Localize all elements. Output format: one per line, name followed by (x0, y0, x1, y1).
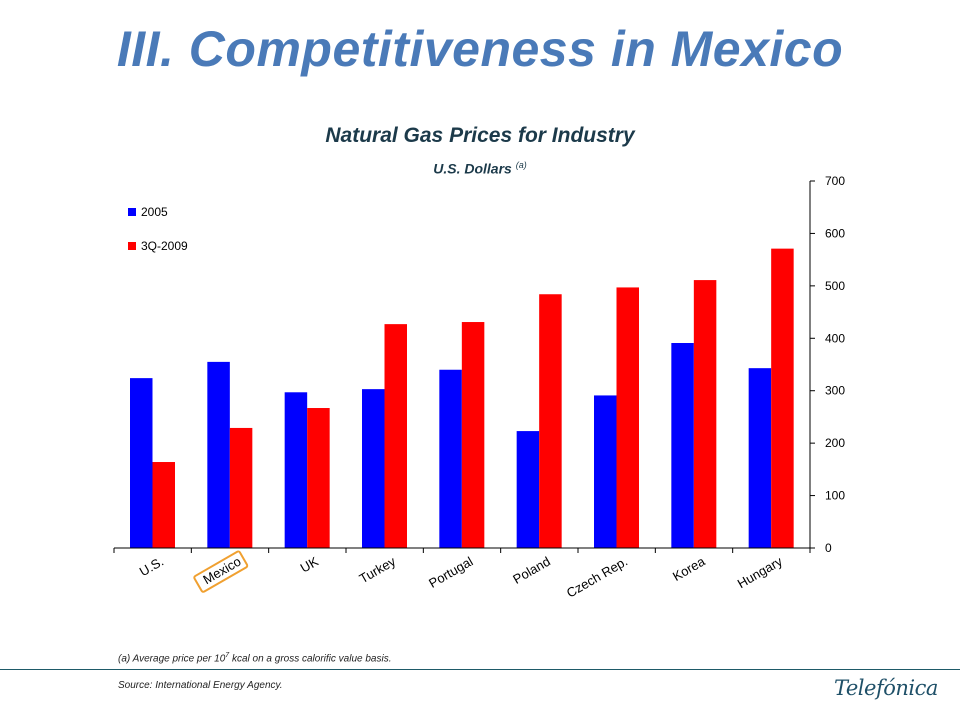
bar-3q-2009-czech-rep- (616, 287, 639, 548)
y-tick-label: 200 (825, 436, 845, 450)
chart-subtitle: U.S. Dollars (a) (0, 160, 960, 177)
x-tick-label-u-s-: U.S. (137, 554, 166, 580)
bar-2005-hungary (748, 368, 772, 548)
chart-subtitle-note: (a) (515, 160, 527, 170)
bar-3q-2009-turkey (384, 324, 407, 548)
y-tick-label: 400 (825, 331, 845, 345)
legend-label-3q-2009: 3Q-2009 (141, 239, 188, 253)
x-tick-label-korea: Korea (670, 553, 708, 584)
x-tick-label-turkey: Turkey (357, 553, 399, 586)
x-tick-label-czech-rep-: Czech Rep. (564, 554, 630, 601)
bar-2005-korea (671, 343, 694, 548)
legend-swatch-3q-2009 (128, 242, 136, 250)
y-tick-label: 500 (825, 279, 845, 293)
footnote-suffix: kcal on a gross calorific value basis. (229, 653, 392, 665)
footnote-prefix: (a) Average price per 10 (118, 653, 226, 665)
x-tick-label-hungary: Hungary (735, 553, 785, 591)
y-tick-label: 700 (825, 174, 845, 188)
y-tick-label: 100 (825, 489, 845, 503)
bar-2005-uk (284, 392, 308, 548)
bar-2005-mexico (207, 361, 230, 548)
bar-2005-u-s- (130, 378, 153, 548)
bar-3q-2009-portugal (461, 322, 485, 548)
bar-3q-2009-uk (307, 408, 330, 548)
bar-2005-turkey (362, 389, 385, 548)
footer-divider (0, 669, 960, 670)
bar-2005-czech-rep- (594, 395, 617, 548)
bar-2005-portugal (439, 369, 462, 548)
slide-title: III. Competitiveness in Mexico (116, 21, 844, 77)
footnote-exponent: 7 (225, 652, 230, 659)
y-tick-label: 300 (825, 384, 845, 398)
legend-swatch-2005 (128, 208, 136, 216)
source-note: Source: International Energy Agency. (118, 680, 283, 691)
y-tick-label: 600 (825, 226, 845, 240)
x-tick-label-poland: Poland (510, 554, 553, 587)
footnote: (a) Average price per 107 kcal on a gros… (118, 652, 391, 664)
x-tick-label-uk: UK (298, 553, 321, 575)
bar-3q-2009-poland (539, 294, 562, 548)
legend-label-2005: 2005 (141, 205, 168, 219)
x-tick-label-portugal: Portugal (426, 554, 476, 591)
telefonica-logo: Telefónica (834, 676, 938, 700)
mexico-highlight-box (193, 550, 249, 593)
bar-3q-2009-hungary (771, 248, 794, 548)
chart-title: Natural Gas Prices for Industry (325, 124, 635, 147)
y-tick-label: 0 (825, 541, 832, 555)
bar-2005-poland (516, 431, 540, 548)
chart-subtitle-text: U.S. Dollars (433, 160, 512, 177)
bar-3q-2009-mexico (229, 427, 253, 548)
bar-3q-2009-u-s- (152, 462, 175, 548)
bar-3q-2009-korea (693, 280, 717, 548)
